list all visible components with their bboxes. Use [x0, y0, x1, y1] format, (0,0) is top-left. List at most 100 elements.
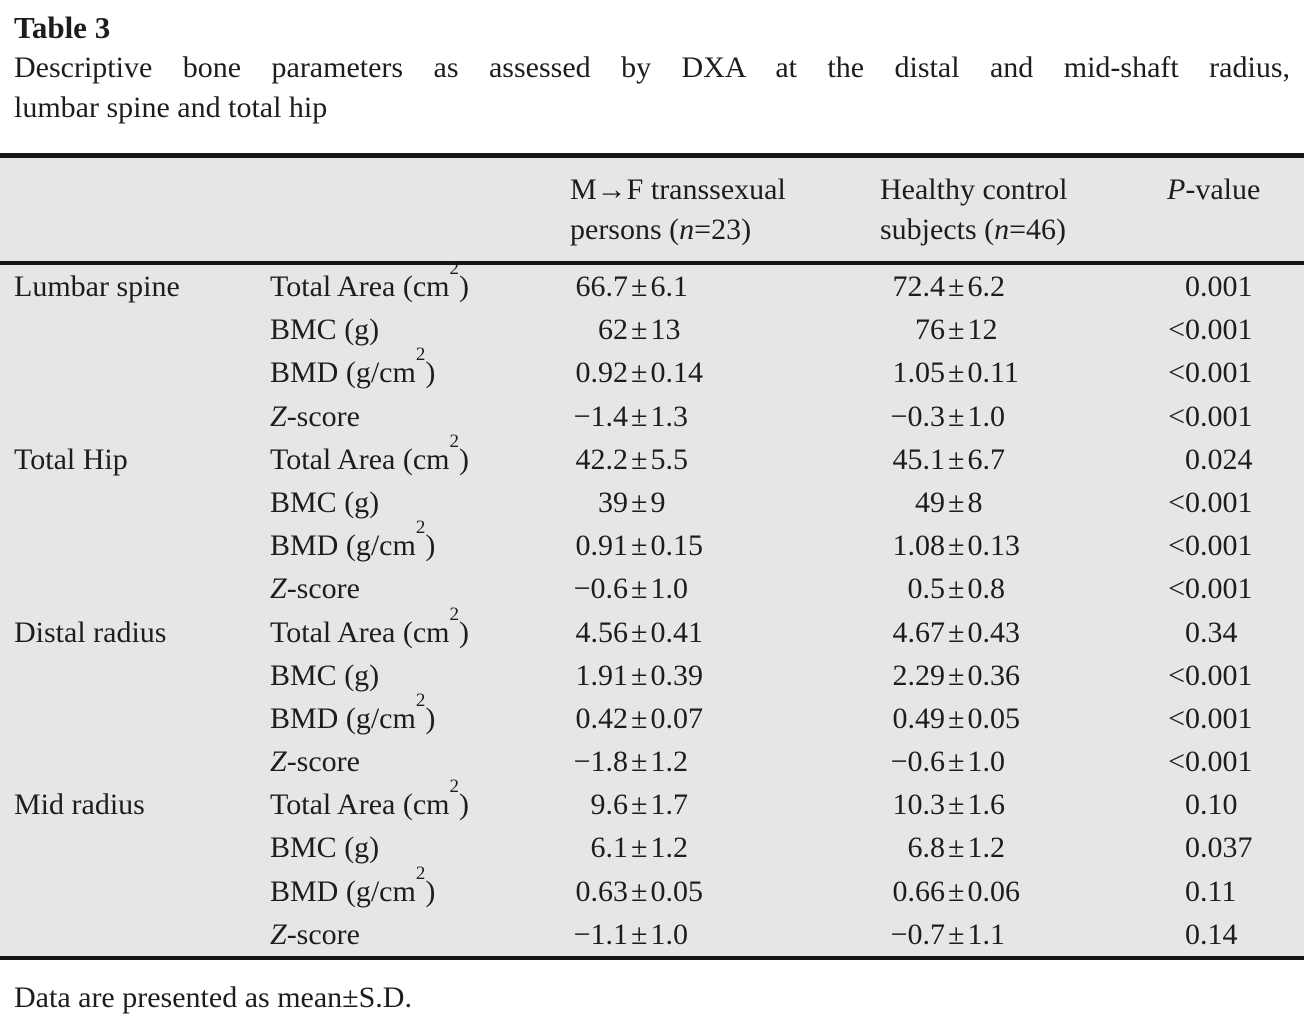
site-label	[14, 395, 270, 438]
less-than-sign: <	[1168, 701, 1185, 735]
plus-minus-sign: ±	[948, 788, 965, 822]
unit-superscript: 2	[449, 430, 460, 452]
site-label	[14, 697, 270, 740]
group1-value: 6.1 ±1.2	[590, 831, 688, 865]
table-number: Table 3	[14, 10, 111, 45]
header-group1-line2: persons (n=23)	[570, 213, 752, 246]
group2-value: −0.3 ±1.0	[890, 399, 1005, 433]
less-than-sign: <	[1168, 399, 1185, 433]
p-value: <0.001	[1167, 308, 1304, 351]
plus-minus-sign: ±	[631, 615, 648, 649]
group2-value: 1.08 ±0.13	[892, 529, 1020, 563]
p-value: <0.001	[1167, 654, 1304, 697]
unit-superscript: 2	[415, 862, 426, 884]
group2-value: 45.1 ±6.7	[892, 442, 1005, 476]
table-row: Z-score −1.8 ±1.2 −0.6 ±1.0 <0.001	[0, 740, 1304, 783]
plus-minus-sign: ±	[948, 399, 965, 433]
plus-minus-sign: ±	[631, 745, 648, 779]
header-group2-line2: subjects (n=46)	[880, 213, 1067, 246]
unit-superscript: 2	[415, 344, 426, 366]
table-caption: Descriptive bone parameters as assessed …	[0, 48, 1304, 128]
group2-value: 49 ±8	[915, 485, 983, 519]
plus-minus-sign: ±	[631, 701, 648, 735]
header-pvalue: P-value	[1167, 173, 1261, 206]
p-value: <0.001	[1167, 524, 1304, 567]
p-value: <0.001	[1167, 567, 1304, 610]
group1-value: 0.92 ±0.14	[575, 356, 703, 390]
parameter-variable: Z	[270, 745, 287, 779]
group1-value: 0.63 ±0.05	[575, 874, 703, 908]
p-value: 0.001	[1185, 270, 1253, 303]
parameter-label: BMD (g/cm2)	[270, 862, 436, 908]
group1-value: 39 ±9	[598, 485, 666, 519]
group2-value: 72.4 ±6.2	[892, 270, 1005, 303]
less-than-sign: <	[1168, 658, 1185, 692]
plus-minus-sign: ±	[948, 874, 965, 908]
group2-value: 0.66 ±0.06	[892, 874, 1020, 908]
less-than-sign: <	[1168, 485, 1185, 519]
group2-value: −0.7 ±1.1	[890, 917, 1005, 951]
group1-value: 4.56 ±0.41	[575, 615, 703, 649]
less-than-sign: <	[1168, 529, 1185, 563]
site-label	[14, 826, 270, 869]
plus-minus-sign: ±	[631, 831, 648, 865]
unit-superscript: 2	[449, 258, 460, 279]
plus-minus-sign: ±	[631, 874, 648, 908]
table-row: Total Hip Total Area (cm2) 42.2 ±5.5 45.1 ±6.…	[0, 430, 1304, 481]
unit-superscript: 2	[415, 689, 426, 711]
n-variable: n	[994, 213, 1010, 246]
plus-minus-sign: ±	[631, 356, 648, 390]
header-site-spacer	[14, 170, 270, 250]
dxa-results-table: M→F transsexual persons (n=23) Healthy c…	[0, 153, 1304, 960]
group1-value: −0.6 ±1.0	[573, 572, 688, 606]
plus-minus-sign: ±	[948, 442, 965, 476]
table-row: Mid radius Total Area (cm2) 9.6 ±1.7 10.3 ±1.…	[0, 777, 1304, 826]
less-than-sign: <	[1168, 313, 1185, 347]
p-value: 0.34	[1185, 615, 1238, 649]
group1-value: −1.4 ±1.3	[573, 399, 688, 433]
site-label: Lumbar spine	[14, 270, 180, 303]
unit-superscript: 2	[415, 517, 426, 539]
header-group2: Healthy control subjects (n=46)	[880, 170, 1167, 250]
site-label	[14, 870, 270, 913]
parameter-label: BMC (g)	[270, 831, 380, 865]
parameter-label: BMD (g/cm2)	[270, 344, 436, 390]
plus-minus-sign: ±	[631, 529, 648, 563]
table-row: BMC (g) 1.91 ±0.39 2.29 ±0.36 <0.001	[0, 654, 1304, 697]
table-row: BMC (g) 39 ±9 49 ±8 <0.001	[0, 481, 1304, 524]
parameter-label: Total Area (cm2)	[270, 430, 469, 476]
group1-value: 9.6 ±1.7	[590, 788, 688, 822]
p-value: 0.10	[1185, 788, 1238, 822]
header-group1-line1: M→F transsexual	[570, 173, 786, 206]
plus-minus-sign: ±	[948, 615, 965, 649]
p-value: 0.024	[1185, 442, 1253, 476]
parameter-label: Z-score	[270, 572, 360, 606]
table-row: Distal radius Total Area (cm2) 4.56 ±0.41 4.…	[0, 605, 1304, 654]
group1-value: 42.2 ±5.5	[575, 442, 688, 476]
table-row: BMC (g) 62 ±13 76 ±12 <0.001	[0, 308, 1304, 351]
site-label	[14, 308, 270, 351]
table-row: Z-score −0.6 ±1.0 0.5 ±0.8 <0.001	[0, 567, 1304, 610]
plus-minus-sign: ±	[948, 831, 965, 865]
plus-minus-sign: ±	[948, 313, 965, 347]
parameter-label: Z-score	[270, 399, 360, 433]
p-variable: P	[1167, 173, 1186, 206]
plus-minus-sign: ±	[948, 356, 965, 390]
parameter-label: Z-score	[270, 917, 360, 951]
p-value: <0.001	[1167, 740, 1304, 783]
less-than-sign: <	[1168, 745, 1185, 779]
site-label: Mid radius	[14, 788, 145, 822]
group2-value: 76 ±12	[915, 313, 998, 347]
table-row: Z-score −1.4 ±1.3 −0.3 ±1.0 <0.001	[0, 395, 1304, 438]
group1-value: 0.42 ±0.07	[575, 701, 703, 735]
parameter-variable: Z	[270, 399, 287, 433]
parameter-label: Total Area (cm2)	[270, 258, 469, 303]
parameter-label: BMC (g)	[270, 658, 380, 692]
group2-value: 10.3 ±1.6	[892, 788, 1005, 822]
table-row: BMC (g) 6.1 ±1.2 6.8 ±1.2 0.037	[0, 826, 1304, 869]
table-body: Lumbar spine Total Area (cm2) 66.7 ±6.1 72.4…	[0, 258, 1304, 956]
group2-value: 1.05 ±0.11	[892, 356, 1019, 390]
site-label: Total Hip	[14, 442, 128, 476]
group2-value: 2.29 ±0.36	[892, 658, 1020, 692]
header-parameter-spacer	[270, 170, 570, 250]
